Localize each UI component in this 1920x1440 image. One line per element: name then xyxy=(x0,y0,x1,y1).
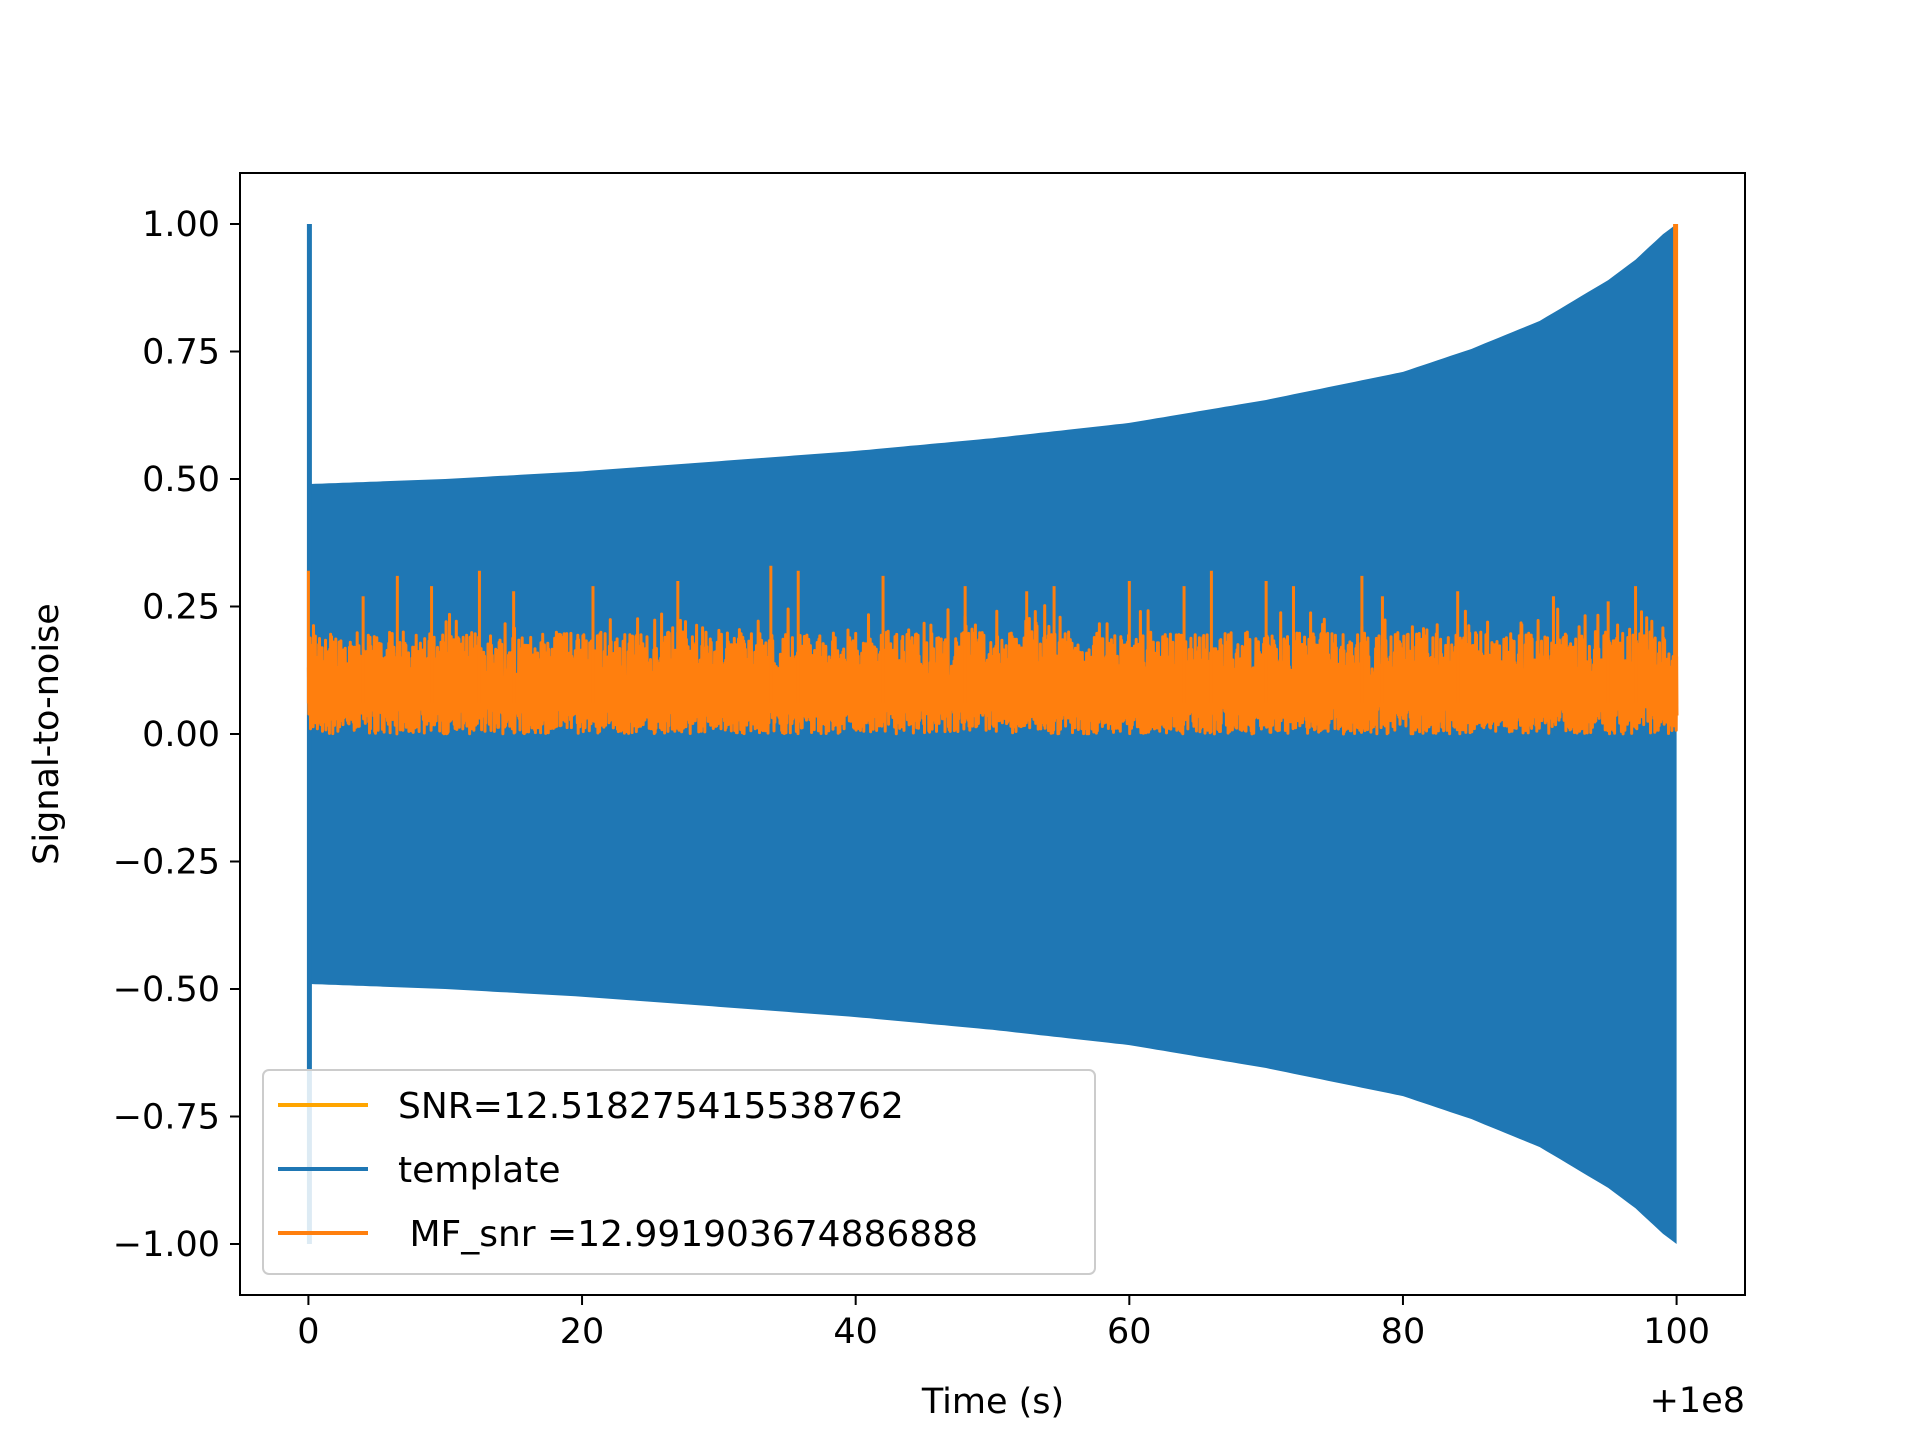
x-tick-label: 80 xyxy=(1381,1312,1426,1352)
legend-label: MF_snr =12.991903674886888 xyxy=(398,1214,978,1255)
legend-label: template xyxy=(398,1150,561,1191)
x-tick-label: 20 xyxy=(560,1312,605,1352)
x-tick-label: 0 xyxy=(297,1312,319,1352)
y-tick-label: −1.00 xyxy=(113,1225,220,1265)
y-axis: 1.00 0.75 0.50 0.25 0.00 −0.25 −0.50 −0.75 −1.00 xyxy=(113,205,240,1265)
legend-box xyxy=(262,1069,1096,1275)
y-tick-label: −0.50 xyxy=(113,970,220,1010)
x-tick-label: 40 xyxy=(833,1312,878,1352)
y-axis-label: Signal-to-noise xyxy=(27,603,67,865)
x-tick-label: 60 xyxy=(1107,1312,1152,1352)
y-tick-label: −0.25 xyxy=(113,843,220,883)
x-axis-label: Time (s) xyxy=(921,1382,1064,1422)
y-tick-label: 0.25 xyxy=(142,588,220,628)
x-axis: 0 20 40 60 80 100 xyxy=(297,1295,1710,1352)
x-offset-label: +1e8 xyxy=(1650,1381,1745,1421)
legend-label: SNR=12.518275415538762 xyxy=(398,1086,904,1127)
mf-snr-series xyxy=(306,604,1679,736)
template-series xyxy=(308,224,1677,1244)
x-tick-label: 100 xyxy=(1643,1312,1710,1352)
y-tick-label: 0.75 xyxy=(142,333,220,373)
y-tick-label: 0.00 xyxy=(142,715,220,755)
y-tick-label: 0.50 xyxy=(142,460,220,500)
legend: SNR=12.518275415538762 template MF_snr =1… xyxy=(262,1069,1096,1275)
y-tick-label: 1.00 xyxy=(142,205,220,245)
y-tick-label: −0.75 xyxy=(113,1098,220,1138)
